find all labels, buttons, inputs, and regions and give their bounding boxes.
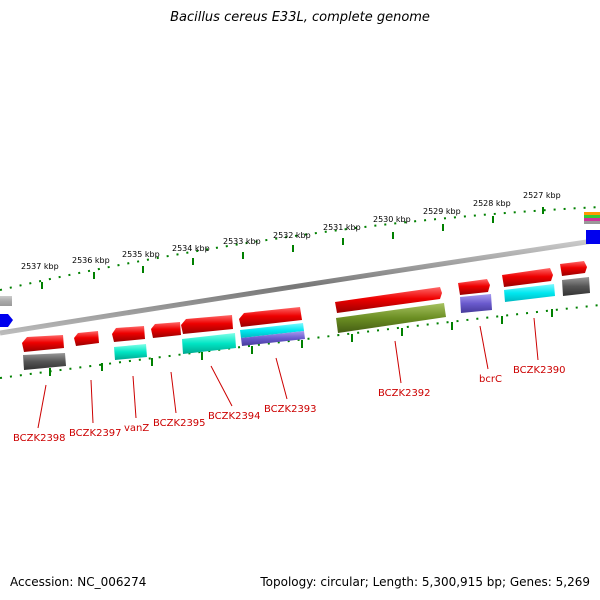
feature-cyan-bczk2394 xyxy=(182,333,236,354)
gene-feature-bczk2395[interactable] xyxy=(151,322,181,338)
ruler-label-2529: 2529 kbp xyxy=(423,207,461,216)
gene-feature-bczk2398[interactable] xyxy=(22,335,64,352)
edge-gray-feature xyxy=(0,296,12,306)
gene-feature-right-edge[interactable] xyxy=(560,261,587,276)
gene-feature-bczk2390[interactable] xyxy=(502,268,553,287)
ruler-label-2534: 2534 kbp xyxy=(172,244,210,253)
map-title: Bacillus cereus E33L, complete genome xyxy=(170,10,430,25)
gene-feature-bczk2393[interactable] xyxy=(239,307,302,327)
edge-multicolor-feature-2 xyxy=(584,215,600,218)
feature-olive-bczk2392 xyxy=(336,303,446,333)
gene-feature-bczk2394[interactable] xyxy=(181,315,233,334)
edge-multicolor-feature-4 xyxy=(584,221,600,224)
gene-feature-bcrc[interactable] xyxy=(458,279,490,295)
feature-gray-right xyxy=(562,277,590,296)
gene-label-bczk2395: BCZK2395 xyxy=(153,418,206,429)
gene-label-bczk2393: BCZK2393 xyxy=(264,404,317,415)
gene-feature-bczk2397[interactable] xyxy=(74,331,99,346)
ruler-label-2536: 2536 kbp xyxy=(72,256,110,265)
gene-feature-vanz[interactable] xyxy=(112,326,145,342)
ruler-label-2528: 2528 kbp xyxy=(473,199,511,208)
inner-ticks xyxy=(49,309,553,376)
ruler-label-2532: 2532 kbp xyxy=(273,231,311,240)
gene-label-bczk2392: BCZK2392 xyxy=(378,388,431,399)
topology-text: Topology: circular; Length: 5,300,915 bp… xyxy=(260,575,590,589)
gene-label-bczk2394: BCZK2394 xyxy=(208,411,261,422)
edge-blue-feature-right xyxy=(586,230,600,244)
edge-multicolor-feature xyxy=(584,212,600,215)
feature-gray-bczk2398 xyxy=(23,353,66,370)
gene-label-bczk2390: BCZK2390 xyxy=(513,365,566,376)
accession-text: Accession: NC_006274 xyxy=(10,575,147,589)
outer-ticks xyxy=(41,207,544,289)
feature-cyan-bczk2393 xyxy=(240,323,304,338)
ruler-label-2527: 2527 kbp xyxy=(523,191,561,200)
edge-multicolor-feature-3 xyxy=(584,218,600,221)
label-leaders xyxy=(37,317,539,429)
ruler-label-2533: 2533 kbp xyxy=(223,237,261,246)
gene-label-bcrc: bcrC xyxy=(479,374,502,385)
edge-blue-feature xyxy=(0,314,13,327)
gene-label-bczk2398: BCZK2398 xyxy=(13,433,66,444)
ruler-label-2535: 2535 kbp xyxy=(122,250,160,259)
ruler-label-2537: 2537 kbp xyxy=(21,262,59,271)
ruler-label-2530: 2530 kbp xyxy=(373,215,411,224)
feature-cyan-bczk2390 xyxy=(504,284,555,302)
ruler-label-2531: 2531 kbp xyxy=(323,223,361,232)
gene-label-vanz: vanZ xyxy=(124,423,149,434)
genome-backbone xyxy=(0,237,600,336)
feature-cyan-vanz xyxy=(114,344,147,360)
gene-feature-bczk2392[interactable] xyxy=(335,287,442,313)
feature-purple-bczk2393 xyxy=(241,331,305,346)
gene-label-bczk2397: BCZK2397 xyxy=(69,428,122,439)
feature-purple-bcrc xyxy=(460,294,492,313)
